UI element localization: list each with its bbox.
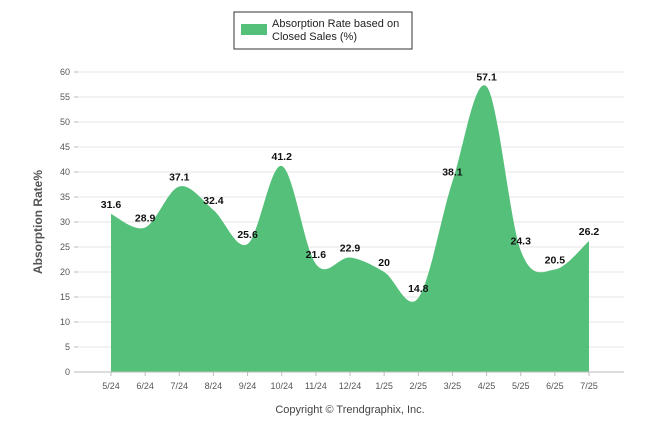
data-label: 20	[378, 257, 390, 269]
data-label: 26.2	[579, 226, 600, 238]
legend-label-line-1: Absorption Rate based on	[272, 18, 399, 30]
data-label: 21.6	[306, 249, 327, 261]
data-label: 37.1	[169, 172, 190, 184]
legend-label-line-2: Closed Sales (%)	[272, 31, 357, 43]
series-area-absorption-rate	[111, 85, 589, 372]
data-label: 25.6	[237, 229, 258, 241]
y-tick-label: 25	[60, 242, 70, 252]
copyright-text: Copyright © Trendgraphix, Inc.	[275, 404, 424, 416]
data-label: 32.4	[203, 195, 224, 207]
x-tick-label: 4/25	[478, 381, 496, 391]
y-tick-label: 45	[60, 142, 70, 152]
y-tick-label: 5	[65, 342, 70, 352]
y-tick-label: 10	[60, 317, 70, 327]
x-tick-label: 5/24	[102, 381, 120, 391]
x-tick-label: 3/25	[444, 381, 462, 391]
data-label: 20.5	[545, 255, 566, 267]
x-tick-label: 1/25	[375, 381, 393, 391]
data-label: 28.9	[135, 213, 156, 225]
data-label: 38.1	[442, 167, 463, 179]
y-tick-label: 15	[60, 292, 70, 302]
x-tick-label: 11/24	[305, 381, 327, 391]
y-tick-label: 50	[60, 117, 70, 127]
data-labels: 31.6 28.9 37.1 32.4 25.6 41.2 21.6 22.9 20 14.8 38…	[101, 72, 600, 296]
data-label: 41.2	[271, 151, 292, 163]
data-label: 22.9	[340, 243, 361, 255]
x-tick-label: 10/24	[270, 381, 293, 391]
y-tick-label: 0	[65, 367, 70, 377]
x-tick-label: 7/25	[580, 381, 598, 391]
y-tick-label: 35	[60, 192, 70, 202]
data-label: 57.1	[476, 72, 497, 84]
data-label: 14.8	[408, 283, 429, 295]
x-tick-label: 12/24	[339, 381, 362, 391]
y-tick-label: 30	[60, 217, 70, 227]
x-tick-label: 5/25	[512, 381, 530, 391]
y-tick-label: 60	[60, 67, 70, 77]
y-axis-ticks: 0 5 10 15 20 25 30 35 40 45 50 55 60	[60, 67, 70, 377]
y-tick-label: 55	[60, 92, 70, 102]
x-tick-label: 8/24	[205, 381, 223, 391]
legend: Absorption Rate based on Closed Sales (%…	[233, 11, 413, 50]
x-tick-label: 7/24	[171, 381, 189, 391]
data-label: 31.6	[101, 199, 122, 211]
y-axis-label: Absorption Rate%	[31, 170, 45, 274]
x-tick-label: 6/24	[136, 381, 154, 391]
x-tick-label: 9/24	[239, 381, 257, 391]
x-tick-label: 6/25	[546, 381, 564, 391]
data-label: 24.3	[510, 236, 531, 248]
y-tick-label: 20	[60, 267, 70, 277]
x-axis-ticks: 5/24 6/24 7/24 8/24 9/24 10/24 11/24 12/24 1/25 2…	[102, 372, 598, 391]
y-tick-label: 40	[60, 167, 70, 177]
legend-swatch	[241, 24, 267, 35]
x-tick-label: 2/25	[410, 381, 428, 391]
